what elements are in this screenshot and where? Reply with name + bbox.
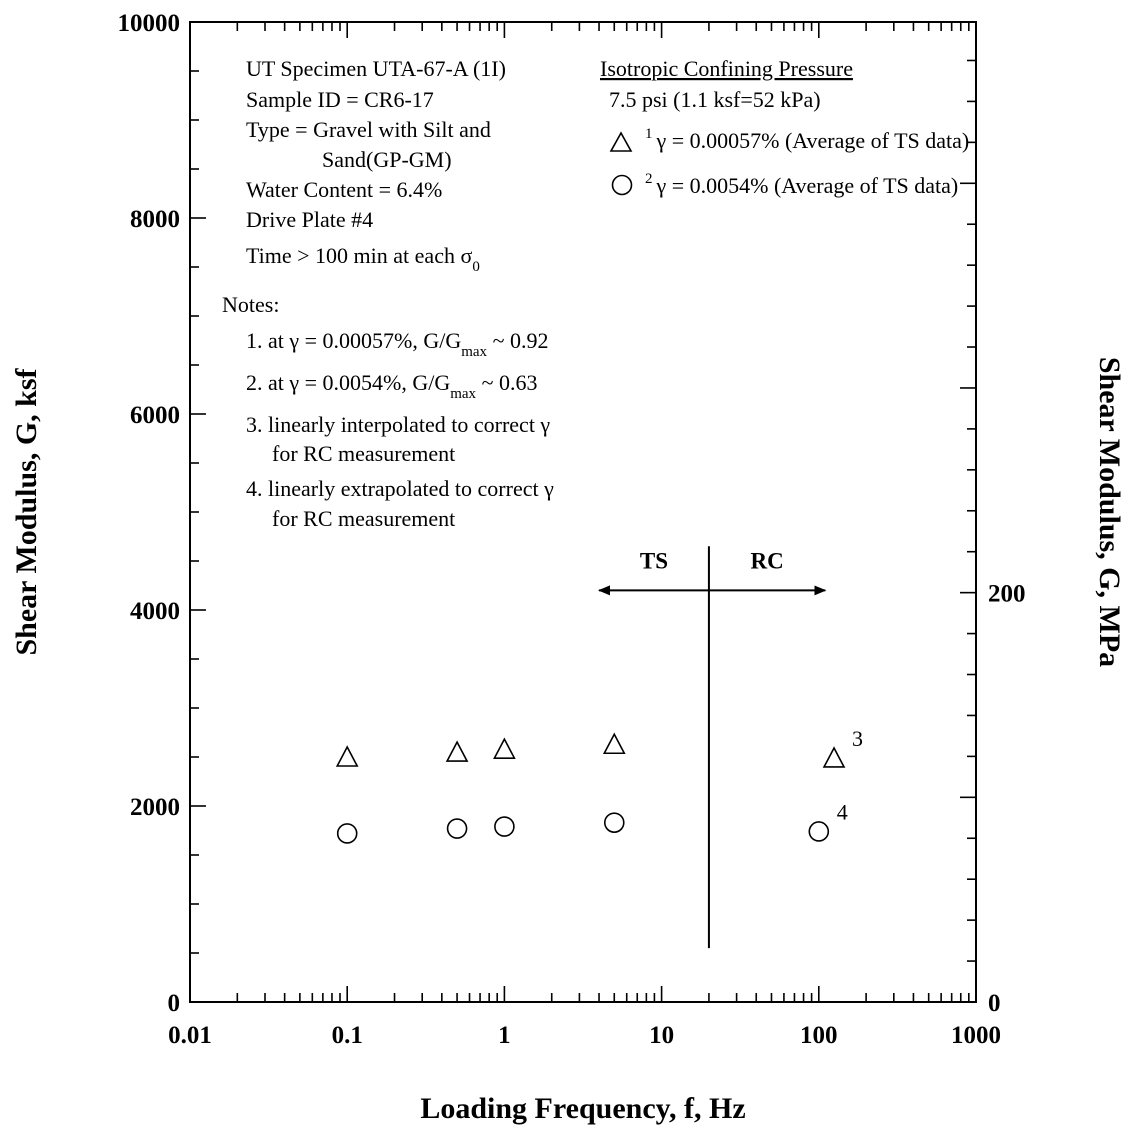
legend: Isotropic Confining Pressure 7.5 psi (1.… [600, 56, 969, 198]
y-tick-label: 6000 [130, 402, 180, 429]
note-line: 2. at γ = 0.0054%, G/Gmax ~ 0.63 [246, 370, 537, 402]
ts-label: TS [640, 548, 668, 573]
legend-pressure: 7.5 psi (1.1 ksf=52 kPa) [609, 87, 821, 112]
y-axis-title: Shear Modulus, G, ksf [10, 367, 43, 655]
specimen-line: Sand(GP-GM) [322, 147, 452, 172]
rc-label: RC [750, 548, 783, 573]
y-tick-label: 4000 [130, 598, 180, 625]
triangle-point [493, 737, 516, 759]
legend-circle-marker [611, 174, 633, 196]
circle-point [808, 821, 830, 842]
specimen-time-text: Time > 100 min at each σ [246, 243, 472, 268]
specimen-line: Water Content = 6.4% [246, 177, 442, 202]
circle-point [446, 818, 468, 839]
y2-tick-label: 200 [988, 581, 1026, 608]
circle-point [336, 823, 358, 844]
x-axis-title: Loading Frequency, f, Hz [420, 1092, 745, 1125]
point-note: 3 [852, 726, 863, 751]
x-tick-label: 10 [649, 1022, 674, 1049]
x-tick-label: 1000 [951, 1022, 1001, 1049]
y-tick-label: 10000 [118, 10, 181, 37]
point-note: 4 [837, 799, 848, 824]
triangle-point [822, 746, 846, 768]
x-tick-label: 1 [498, 1022, 511, 1049]
ts-rc-divider: TS RC [598, 546, 827, 949]
specimen-line: Type = Gravel with Silt and [246, 117, 491, 142]
point-notes: 34 [837, 726, 863, 825]
y-tick-label: 0 [168, 990, 181, 1017]
legend-triangle-marker [609, 131, 633, 152]
note-line: 3. linearly interpolated to correct γ [246, 412, 550, 437]
triangle-point [602, 732, 626, 755]
sigma-subscript: 0 [472, 259, 480, 275]
x-tick-label: 0.01 [168, 1022, 212, 1049]
specimen-line: Drive Plate #4 [246, 207, 373, 232]
data-points [335, 732, 846, 844]
note-line: for RC measurement [272, 506, 455, 531]
circle-point [603, 812, 625, 833]
y2-tick-label: 0 [988, 990, 1001, 1017]
y-tick-label: 2000 [130, 794, 180, 821]
x-tick-labels: 0.01 0.1 1 10 100 1000 [168, 1022, 1001, 1049]
specimen-info: UT Specimen UTA-67-A (1I) Sample ID = CR… [246, 56, 506, 275]
y-tick-labels: 0 2000 4000 6000 8000 10000 [118, 10, 181, 1017]
triangle-point [445, 740, 469, 762]
axis-ticks [190, 21, 976, 1003]
y-tick-label: 8000 [130, 206, 180, 233]
x-tick-label: 0.1 [332, 1022, 363, 1049]
note-line: 1. at γ = 0.00057%, G/Gmax ~ 0.92 [246, 328, 548, 360]
specimen-line: Sample ID = CR6-17 [246, 87, 434, 112]
specimen-line: Time > 100 min at each σ0 [246, 243, 480, 275]
triangle-point [335, 745, 359, 767]
notes: Notes: 1. at γ = 0.00057%, G/Gmax ~ 0.92… [222, 292, 554, 531]
y2-axis-title: Shear Modulus, G, MPa [1093, 357, 1126, 667]
note-line: 4. linearly extrapolated to correct γ [246, 476, 554, 501]
y2-tick-labels: 0 200 [988, 581, 1026, 1017]
x-tick-label: 100 [800, 1022, 838, 1049]
notes-title: Notes: [222, 292, 279, 317]
legend-title: Isotropic Confining Pressure [600, 56, 853, 81]
note-line: for RC measurement [272, 441, 455, 466]
circle-point [494, 816, 515, 837]
specimen-line: UT Specimen UTA-67-A (1I) [246, 56, 506, 81]
plot-frame [189, 21, 977, 1003]
